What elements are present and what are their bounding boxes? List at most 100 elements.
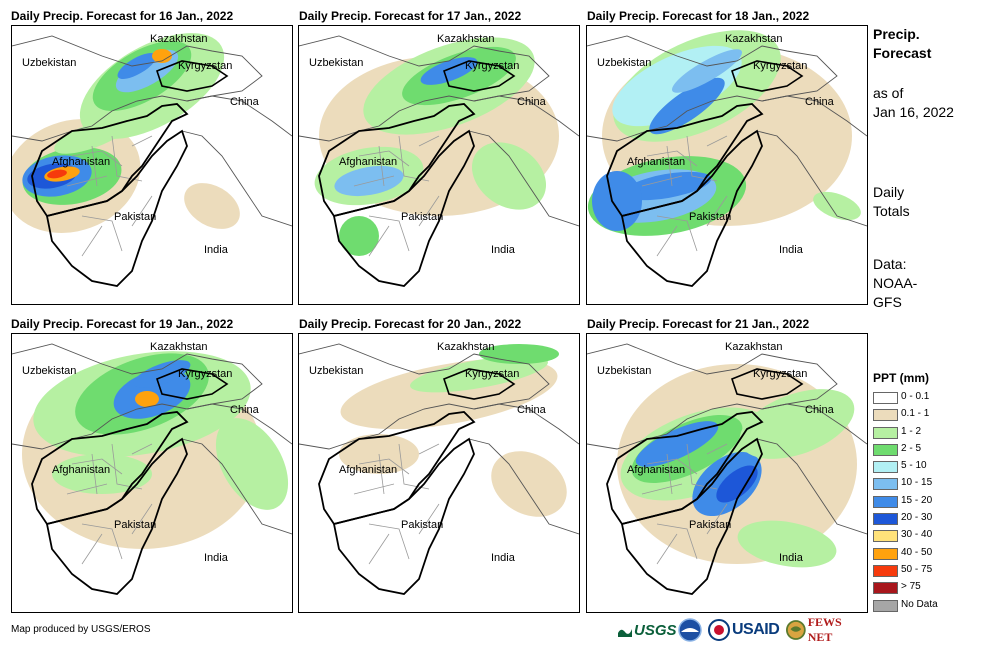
legend-label: 40 - 50 (901, 546, 933, 558)
china-border (761, 95, 867, 137)
legend-swatch (873, 426, 898, 439)
label-afghanistan: Afghanistan (627, 156, 686, 168)
data-line1: Data: (873, 256, 907, 272)
legend-swatch (873, 513, 898, 526)
map-layer (299, 343, 579, 595)
label-pakistan: Pakistan (689, 211, 732, 223)
forecast-map-5: Kazakhstan Uzbekistan Kyrgyzstan China Afgha… (298, 333, 580, 613)
province-borders (66, 443, 153, 565)
legend-heading: Precip. Forecast (873, 25, 931, 63)
label-india: India (779, 552, 803, 564)
label-kazakhstan: Kazakhstan (150, 33, 208, 45)
panel-title-1: Daily Precip. Forecast for 16 Jan., 2022 (11, 9, 234, 23)
label-kazakhstan: Kazakhstan (437, 33, 495, 45)
label-afghanistan: Afghanistan (339, 464, 398, 476)
map-layer (12, 343, 292, 595)
province-borders (66, 135, 153, 257)
label-china: China (517, 404, 546, 416)
noaa-logo (678, 617, 702, 643)
label-china: China (230, 404, 259, 416)
label-pakistan: Pakistan (401, 519, 444, 531)
label-uzbekistan: Uzbekistan (22, 365, 77, 377)
noaa-icon (678, 618, 702, 642)
label-kazakhstan: Kazakhstan (725, 33, 783, 45)
data-line2: NOAA- (873, 275, 918, 291)
usaid-logo: USAID (708, 617, 780, 643)
label-china: China (517, 96, 546, 108)
forecast-map-1: Kazakhstan Uzbekistan Kyrgyzstan China Afgha… (11, 25, 293, 305)
label-china: China (230, 96, 259, 108)
legend-label: 30 - 40 (901, 529, 933, 541)
country-borders-north (12, 343, 263, 450)
kyrgyzstan-border (443, 368, 516, 400)
label-uzbekistan: Uzbekistan (597, 365, 652, 377)
country-borders-north (587, 343, 838, 450)
label-afghanistan: Afghanistan (52, 156, 111, 168)
legend-label: > 75 (901, 581, 921, 593)
usgs-logo: USGS (618, 617, 677, 643)
kyrgyzstan-border (156, 60, 229, 92)
china-border (473, 95, 579, 137)
legend-label: 15 - 20 (901, 494, 933, 506)
usaid-text: USAID (732, 621, 780, 638)
precip-field (617, 364, 857, 568)
legend-label: 5 - 10 (901, 460, 927, 472)
kyrgyzstan-border (156, 368, 229, 400)
forecast-map-3: Kazakhstan Uzbekistan Kyrgyzstan China Afgha… (586, 25, 868, 305)
heading-line2: Forecast (873, 45, 932, 61)
legend-swatch (873, 409, 898, 422)
legend-label: 2 - 5 (901, 442, 922, 454)
china-border (761, 403, 867, 445)
china-border (186, 403, 292, 445)
legend-label: 20 - 30 (901, 512, 933, 524)
usgs-icon (618, 629, 632, 637)
label-pakistan: Pakistan (689, 519, 732, 531)
kyrgyzstan-border (443, 60, 516, 92)
pakistan-border (45, 437, 188, 595)
logo-strip: USGS USAID FEWS NET (618, 615, 863, 644)
country-borders-north (299, 35, 550, 142)
label-india: India (204, 244, 228, 256)
province-borders (641, 443, 728, 565)
label-pakistan: Pakistan (114, 519, 157, 531)
label-kyrgyzstan: Kyrgyzstan (753, 368, 808, 380)
precip-field (22, 351, 289, 549)
asof-line2: Jan 16, 2022 (873, 104, 954, 120)
country-borders-north (12, 35, 263, 142)
panel-title-2: Daily Precip. Forecast for 17 Jan., 2022 (299, 9, 522, 23)
label-kazakhstan: Kazakhstan (150, 341, 208, 353)
label-afghanistan: Afghanistan (339, 156, 398, 168)
legend-label: 10 - 15 (901, 477, 933, 489)
data-source: Data: NOAA- GFS (873, 255, 917, 312)
forecast-map-2: Kazakhstan Uzbekistan Kyrgyzstan China Afgha… (298, 25, 580, 305)
map-credit: Map produced by USGS/EROS (11, 624, 151, 635)
map-layer (587, 343, 867, 595)
label-china: China (805, 404, 834, 416)
map-layer (587, 30, 867, 287)
data-line3: GFS (873, 294, 902, 310)
label-kyrgyzstan: Kyrgyzstan (178, 60, 233, 72)
precip-field (12, 33, 240, 233)
province-borders (641, 135, 728, 257)
label-afghanistan: Afghanistan (52, 464, 111, 476)
label-kyrgyzstan: Kyrgyzstan (178, 368, 233, 380)
india-border (756, 130, 867, 227)
legend-swatch (873, 461, 898, 474)
legend-swatch (873, 599, 898, 612)
kyrgyzstan-border (731, 368, 804, 400)
legend-swatch (873, 530, 898, 543)
province-borders (353, 443, 440, 565)
china-border (186, 95, 292, 137)
usgs-text: USGS (634, 621, 677, 639)
label-kazakhstan: Kazakhstan (725, 341, 783, 353)
label-kyrgyzstan: Kyrgyzstan (465, 368, 520, 380)
india-border (468, 438, 579, 535)
heading-line1: Precip. (873, 26, 920, 42)
legend-label: 0.1 - 1 (901, 408, 930, 420)
pakistan-border (620, 437, 763, 595)
india-border (468, 130, 579, 227)
legend-swatch (873, 443, 898, 456)
panel-title-5: Daily Precip. Forecast for 20 Jan., 2022 (299, 317, 522, 331)
legend-label: No Data (901, 598, 938, 610)
label-india: India (491, 244, 515, 256)
